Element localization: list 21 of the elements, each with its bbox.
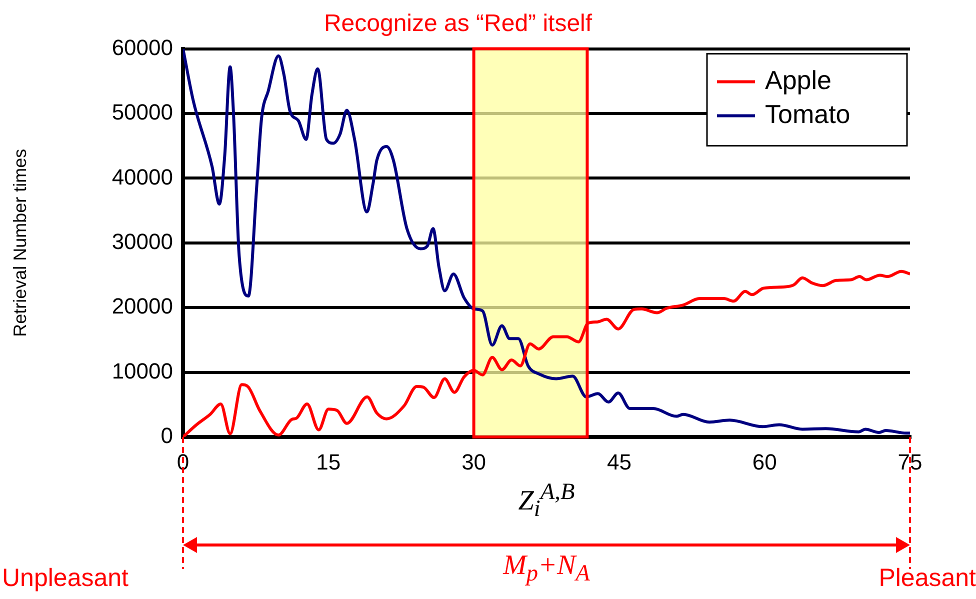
y-tick-label: 40000	[112, 164, 173, 190]
text: Unpleasant	[2, 564, 128, 592]
legend-label: Tomato	[765, 98, 850, 129]
text: Pleasant	[878, 564, 976, 592]
y-tick-label: 10000	[112, 358, 173, 384]
x-tick-label: 30	[462, 449, 486, 474]
y-tick-label: 50000	[112, 100, 173, 125]
y-tick-label: 20000	[112, 294, 173, 319]
line-series	[183, 48, 910, 435]
x-tick-label: 15	[316, 449, 341, 474]
y-axis-title: Retrieval Number times	[10, 148, 30, 337]
x-tick-label: 60	[752, 449, 777, 474]
y-tick-label: 30000	[112, 228, 173, 254]
x-tick-label: 75	[898, 449, 922, 474]
chart-title: Recognize as “Red” itself	[324, 10, 592, 38]
y-tick-label: 60000	[112, 34, 173, 60]
y-tick-label: 0	[160, 423, 173, 448]
legend-label: Apple	[765, 64, 832, 95]
x-tick-label: 45	[606, 449, 632, 474]
text: M$_{p}$+N$_{A}$	[503, 550, 590, 588]
x-tick-label: 0	[176, 449, 190, 474]
